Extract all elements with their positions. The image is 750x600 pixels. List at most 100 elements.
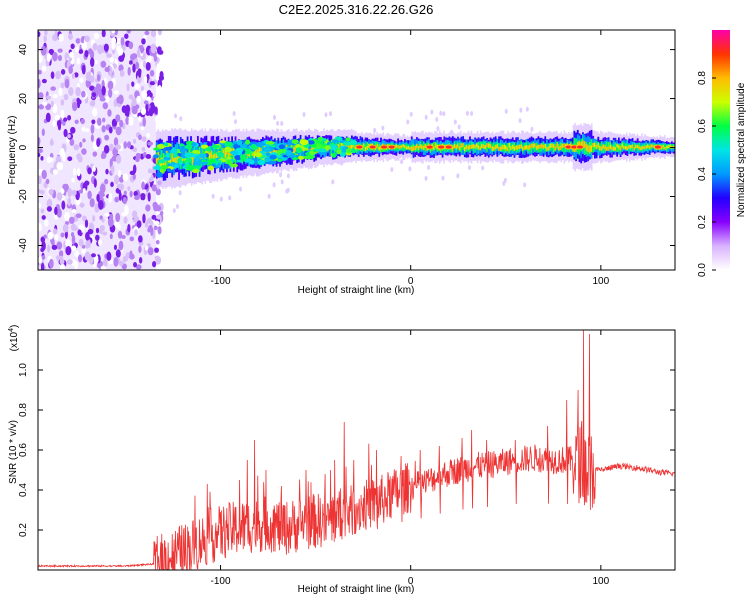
spectrogram-noise-layer — [38, 30, 165, 270]
signal-core — [640, 146, 643, 150]
signal-core — [433, 141, 435, 150]
noise-blob — [82, 215, 87, 222]
signal-core — [207, 149, 210, 158]
signal-blob — [297, 155, 305, 160]
signal-core — [422, 146, 425, 151]
signal-speck — [450, 129, 454, 135]
signal-blob — [310, 144, 317, 148]
signal-speck — [228, 195, 232, 201]
noise-blob — [67, 197, 72, 207]
noise-blob — [154, 106, 158, 115]
noise-blob — [113, 99, 117, 108]
noise-blob — [38, 152, 41, 158]
colorbar-tick-label: 0.2 — [697, 215, 708, 229]
noise-blob — [115, 249, 121, 258]
signal-core — [556, 143, 559, 148]
signal-speck — [503, 177, 507, 183]
signal-blob — [259, 159, 265, 166]
noise-blob — [70, 126, 76, 134]
noise-blob — [52, 93, 58, 99]
noise-blob — [132, 147, 138, 153]
noise-blob — [132, 173, 136, 180]
signal-core — [638, 142, 641, 149]
signal-core — [605, 141, 608, 150]
noise-blob — [129, 250, 133, 258]
noise-blob — [142, 213, 146, 224]
noise-blob — [143, 100, 149, 105]
noise-blob — [132, 138, 137, 144]
signal-core — [602, 144, 605, 149]
signal-core — [414, 146, 417, 151]
signal-core — [623, 145, 625, 150]
noise-blob — [134, 83, 140, 90]
signal-core — [647, 144, 649, 148]
noise-blob — [81, 148, 87, 155]
noise-blob — [154, 247, 160, 253]
spectrogram-y-tick-label: -20 — [18, 189, 29, 204]
signal-blob — [179, 147, 187, 154]
noise-blob — [103, 43, 109, 52]
noise-blob — [140, 61, 144, 70]
signal-core — [595, 144, 598, 150]
noise-blob — [124, 109, 130, 117]
noise-blob — [107, 80, 114, 90]
noise-blob — [78, 189, 84, 194]
signal-core — [368, 143, 370, 148]
noise-blob — [153, 55, 158, 62]
noise-blob — [84, 49, 89, 58]
noise-blob — [159, 210, 164, 216]
signal-blob — [170, 148, 178, 154]
signal-core — [616, 143, 619, 148]
signal-core — [340, 142, 343, 148]
signal-core — [552, 144, 555, 153]
noise-blob — [93, 178, 97, 188]
noise-blob — [156, 88, 160, 95]
signal-core — [344, 143, 346, 148]
noise-blob — [113, 244, 118, 251]
signal-blob — [206, 159, 213, 166]
noise-blob — [109, 56, 114, 63]
signal-core — [366, 145, 369, 150]
noise-blob — [129, 170, 136, 176]
spectrogram-signal-layer — [152, 106, 675, 214]
signal-speck — [239, 186, 243, 192]
noise-blob — [81, 64, 86, 75]
signal-core — [493, 142, 495, 150]
signal-core — [472, 144, 475, 149]
noise-blob — [153, 225, 158, 231]
noise-blob — [79, 202, 85, 208]
signal-core — [547, 146, 550, 151]
signal-core — [402, 144, 405, 148]
noise-blob — [54, 114, 61, 121]
signal-speck — [466, 110, 470, 116]
signal-blob — [341, 146, 348, 153]
noise-blob — [57, 54, 63, 62]
noise-blob — [117, 47, 124, 56]
signal-speck — [441, 175, 445, 181]
signal-blob — [152, 154, 159, 159]
signal-peak-mark — [387, 144, 396, 150]
signal-core — [469, 145, 471, 153]
noise-blob — [133, 261, 137, 268]
noise-blob — [75, 46, 80, 53]
noise-blob — [142, 116, 146, 127]
noise-blob — [99, 224, 105, 232]
signal-core — [532, 143, 535, 148]
noise-blob — [76, 57, 81, 65]
signal-core — [599, 146, 601, 151]
noise-blob — [60, 68, 66, 75]
noise-blob — [118, 94, 124, 105]
signal-peak-mark — [355, 144, 364, 150]
signal-core — [585, 143, 588, 151]
signal-core — [513, 146, 516, 151]
signal-core — [268, 149, 271, 156]
signal-core — [463, 147, 466, 152]
signal-peak-mark — [576, 144, 584, 150]
noise-blob — [148, 107, 154, 115]
noise-blob — [157, 226, 162, 235]
signal-speck — [286, 173, 290, 179]
spectrogram-x-tick-label: 0 — [408, 276, 414, 287]
signal-core — [481, 143, 483, 148]
noise-blob — [108, 88, 113, 98]
signal-blob — [217, 162, 222, 168]
